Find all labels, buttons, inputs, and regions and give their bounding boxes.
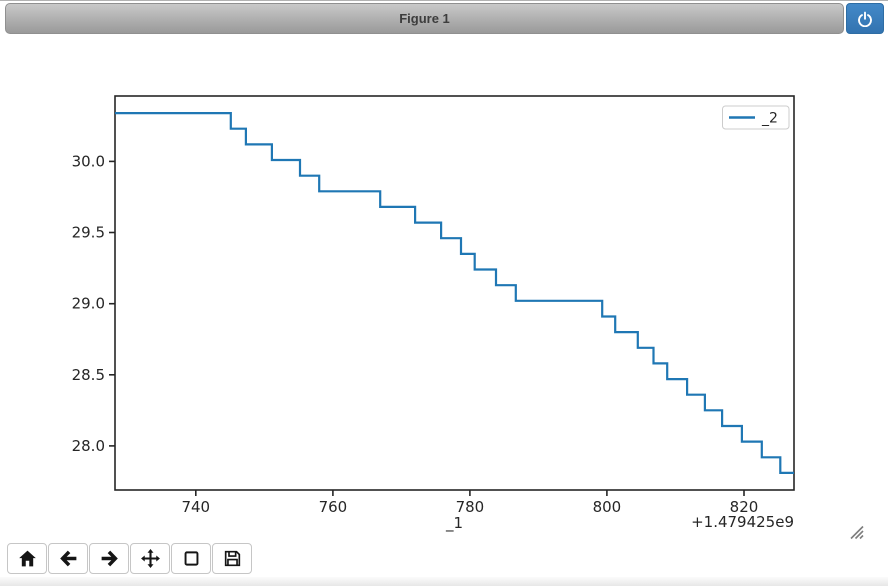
legend-box — [722, 105, 790, 130]
resize-handle[interactable] — [854, 530, 864, 540]
forward-button[interactable] — [89, 543, 129, 574]
y-tick-label: 28.5 — [72, 366, 105, 384]
page-bottom-strip — [0, 577, 888, 586]
x-tick-label: 740 — [181, 498, 210, 516]
zoom-rect-icon — [184, 551, 198, 566]
figure-header: Figure 1 — [5, 3, 884, 34]
window-top-border — [0, 0, 888, 1]
legend-label: _2 — [761, 111, 778, 127]
resize-handle[interactable] — [850, 525, 864, 540]
figure-title: Figure 1 — [399, 11, 450, 26]
power-icon — [858, 11, 872, 27]
x-tick-label: 820 — [730, 498, 759, 516]
arrow-left-icon — [59, 550, 76, 567]
x-tick-label: 780 — [456, 498, 485, 516]
plot-area[interactable] — [114, 95, 795, 491]
move-icon — [140, 549, 160, 568]
y-tick-label: 29.0 — [72, 295, 105, 313]
zoom-button[interactable] — [171, 543, 211, 574]
home-icon — [18, 550, 36, 567]
chart-svg: 740 760 780 800 820 28.0 28.5 29.0 29.5 30.0 _1 +1.… — [72, 95, 864, 540]
arrow-right-icon — [101, 550, 118, 567]
y-tick-label: 28.0 — [72, 437, 105, 455]
titlebar: Figure 1 — [5, 3, 844, 34]
x-tick-label: 760 — [319, 498, 348, 516]
plot-toolbar — [7, 543, 252, 574]
x-tick-label: 800 — [593, 498, 622, 516]
pan-button[interactable] — [130, 543, 170, 574]
home-button[interactable] — [7, 543, 47, 574]
y-tick-label: 29.5 — [72, 224, 105, 242]
figure-canvas[interactable]: 740 760 780 800 820 28.0 28.5 29.0 29.5 30.0 _1 +1.… — [0, 46, 888, 543]
resize-handle[interactable] — [859, 534, 864, 540]
download-button[interactable] — [212, 543, 252, 574]
x-axis-offset-text: +1.479425e9 — [691, 513, 794, 531]
save-icon — [224, 550, 240, 567]
close-figure-button[interactable] — [846, 3, 884, 34]
back-button[interactable] — [48, 543, 88, 574]
x-axis-label: _1 — [445, 514, 463, 533]
step-line-series — [115, 112, 794, 474]
y-tick-label: 30.0 — [72, 152, 105, 170]
